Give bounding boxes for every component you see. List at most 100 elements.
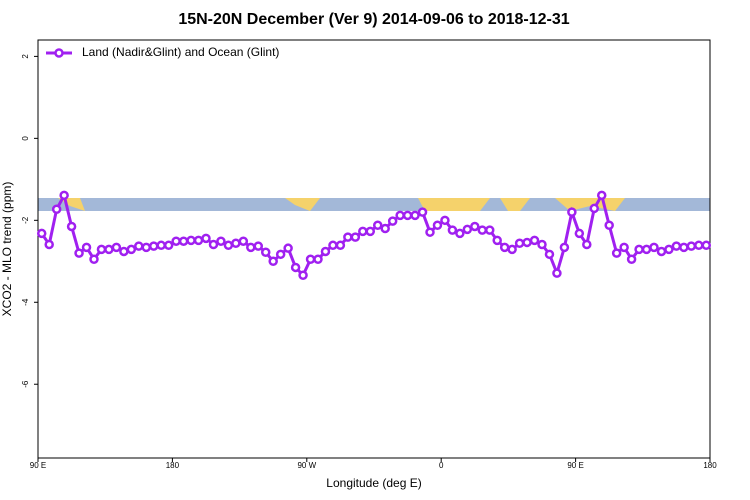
data-point — [320, 246, 331, 257]
data-point — [111, 242, 122, 253]
data-point — [201, 233, 211, 244]
data-point — [425, 227, 435, 237]
data-point — [208, 239, 219, 250]
data-point — [634, 244, 644, 255]
chart-title: 15N-20N December (Ver 9) 2014-09-06 to 2… — [178, 11, 569, 28]
data-point — [238, 236, 249, 246]
data-point — [104, 244, 114, 255]
data-point — [514, 238, 525, 249]
data-point — [694, 240, 704, 251]
data-point — [66, 221, 77, 232]
legend-label: Land (Nadir&Glint) and Ocean (Glint) — [82, 45, 279, 59]
x-tick-label: 90 E — [30, 461, 46, 470]
x-tick-label: 0 — [439, 461, 444, 470]
data-point — [298, 270, 308, 280]
data-point — [470, 221, 480, 232]
data-point — [216, 236, 226, 246]
data-point — [492, 235, 502, 246]
data-point — [335, 240, 346, 251]
data-point — [186, 235, 196, 246]
data-point — [253, 241, 264, 251]
x-tick-label: 90 W — [297, 461, 316, 470]
data-point — [89, 254, 99, 264]
data-point — [574, 228, 585, 239]
data-point — [559, 242, 570, 253]
data-point — [455, 228, 465, 239]
x-tick-label: 180 — [166, 461, 180, 470]
data-point — [148, 241, 159, 251]
data-point — [44, 239, 54, 250]
y-tick-label: -4 — [21, 298, 30, 306]
data-point — [649, 242, 659, 253]
data-point — [596, 190, 607, 201]
data-point — [507, 244, 517, 255]
data-point — [641, 244, 652, 255]
legend-marker — [54, 48, 64, 58]
data-point — [462, 224, 473, 235]
data-point — [679, 242, 689, 253]
data-point — [231, 238, 241, 249]
data-point — [163, 240, 174, 251]
data-point — [484, 225, 495, 235]
y-tick-label: 0 — [21, 136, 30, 141]
data-point — [350, 232, 361, 242]
data-point — [365, 226, 376, 237]
data-point — [619, 242, 629, 253]
data-point — [74, 248, 84, 258]
data-point — [499, 242, 510, 253]
data-point — [134, 241, 144, 251]
data-point — [51, 204, 62, 214]
data-point — [156, 240, 166, 251]
y-tick-label: 2 — [21, 54, 30, 59]
data-point — [589, 203, 600, 214]
data-point — [626, 254, 637, 264]
data-point — [656, 246, 667, 257]
map-strip — [38, 198, 710, 211]
data-point — [328, 240, 338, 251]
data-point — [477, 225, 488, 235]
data-point — [268, 256, 278, 267]
data-point — [141, 242, 152, 253]
data-point — [260, 247, 271, 258]
data-point — [552, 268, 562, 278]
data-point — [447, 225, 458, 235]
data-point — [305, 254, 316, 264]
data-point — [96, 244, 107, 255]
data-point — [343, 232, 353, 242]
data-point — [611, 248, 622, 258]
data-point — [410, 210, 420, 221]
data-point — [81, 242, 92, 253]
data-point — [395, 210, 405, 221]
data-point — [582, 239, 592, 250]
plot-frame — [37, 39, 711, 459]
data-point — [567, 207, 577, 217]
data-point — [686, 241, 697, 251]
data-point — [36, 228, 47, 239]
data-point — [119, 246, 129, 257]
data-point — [59, 190, 69, 201]
data-point — [223, 240, 234, 251]
data-point — [290, 262, 301, 273]
data-point — [387, 216, 398, 226]
data-point — [671, 241, 682, 251]
data-point — [283, 243, 293, 253]
data-point — [372, 220, 383, 230]
data-point — [522, 237, 532, 248]
data-point — [358, 226, 368, 237]
data-point — [537, 239, 547, 250]
x-tick-label: 90 E — [567, 461, 583, 470]
data-point — [529, 235, 540, 246]
data-point — [544, 249, 555, 260]
data-point — [178, 236, 189, 246]
data-point — [417, 207, 428, 217]
data-point — [193, 235, 204, 246]
y-tick-label: -6 — [21, 380, 30, 388]
data-point — [126, 244, 137, 255]
data-point — [664, 244, 674, 255]
data-point — [701, 240, 712, 251]
data-point — [432, 220, 443, 230]
data-point — [440, 215, 450, 226]
data-point — [380, 223, 390, 234]
data-point — [275, 249, 286, 260]
